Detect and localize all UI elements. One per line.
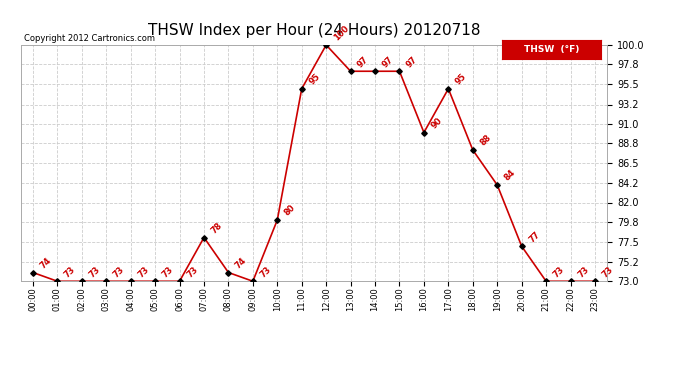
Text: 78: 78 xyxy=(210,221,224,236)
Text: 73: 73 xyxy=(259,265,273,279)
Text: 80: 80 xyxy=(283,203,297,218)
Text: 97: 97 xyxy=(381,55,395,69)
Text: 73: 73 xyxy=(112,265,126,279)
Text: 97: 97 xyxy=(405,55,420,69)
Text: 74: 74 xyxy=(234,256,248,270)
Text: 73: 73 xyxy=(552,265,566,279)
Text: 95: 95 xyxy=(307,72,322,87)
Text: 84: 84 xyxy=(503,168,518,183)
Text: 73: 73 xyxy=(161,265,175,279)
Text: 97: 97 xyxy=(356,55,371,69)
Text: 90: 90 xyxy=(429,116,444,130)
Text: 73: 73 xyxy=(600,265,615,279)
Text: Copyright 2012 Cartronics.com: Copyright 2012 Cartronics.com xyxy=(23,34,155,43)
Title: THSW Index per Hour (24 Hours) 20120718: THSW Index per Hour (24 Hours) 20120718 xyxy=(148,23,480,38)
Text: 73: 73 xyxy=(63,265,77,279)
Text: 100: 100 xyxy=(332,24,351,43)
Text: 74: 74 xyxy=(39,256,53,270)
Text: 73: 73 xyxy=(185,265,199,279)
Text: 73: 73 xyxy=(576,265,591,279)
Text: 77: 77 xyxy=(527,230,542,244)
Text: 73: 73 xyxy=(136,265,150,279)
Text: 88: 88 xyxy=(478,134,493,148)
Text: 95: 95 xyxy=(454,72,469,87)
Text: 73: 73 xyxy=(88,265,102,279)
